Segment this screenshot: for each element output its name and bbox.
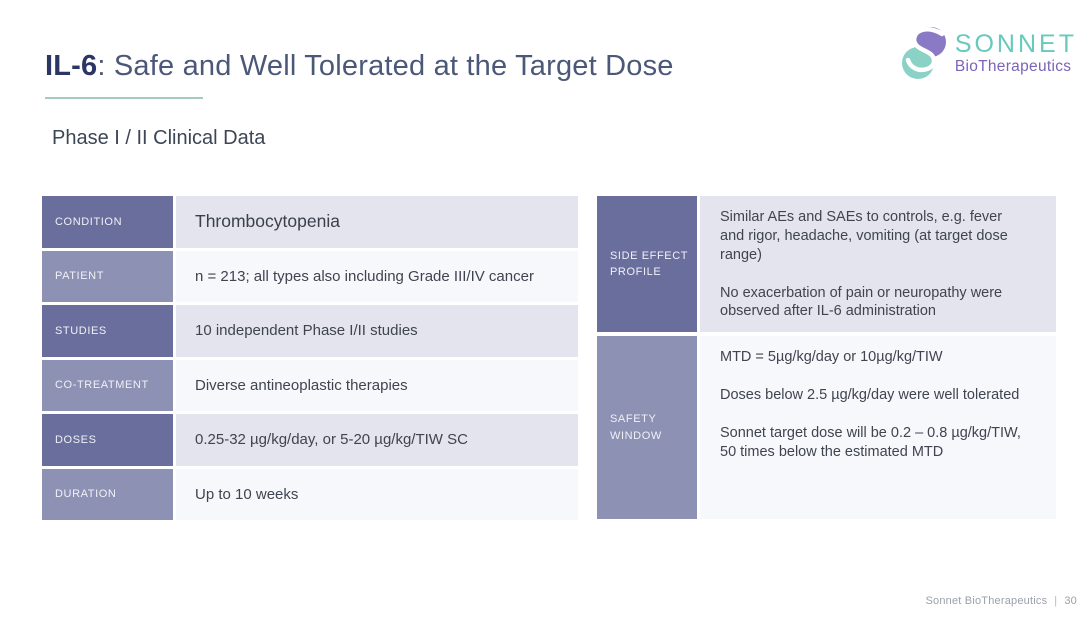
row-label: SIDE EFFECT PROFILE xyxy=(597,196,697,332)
table-row-safety-window: SAFETY WINDOW MTD = 5µg/kg/day or 10µg/k… xyxy=(597,336,1056,519)
paragraph: Doses below 2.5 µg/kg/day were well tole… xyxy=(720,386,1020,403)
logo-wordmark: SONNET BioTherapeutics xyxy=(954,30,1077,76)
row-label: DURATION xyxy=(42,468,173,520)
paragraph: MTD = 5µg/kg/day or 10µg/kg/TIW xyxy=(720,349,943,365)
row-value: Up to 10 weeks xyxy=(176,468,578,520)
row-label: PATIENT xyxy=(42,250,173,302)
row-label: CONDITION xyxy=(42,196,173,248)
row-value: 0.25-32 µg/kg/day, or 5-20 µg/kg/TIW SC xyxy=(176,414,578,466)
row-value: n = 213; all types also including Grade … xyxy=(176,250,578,302)
table-row-condition: CONDITION Thrombocytopenia xyxy=(42,196,578,248)
table-row-side-effect-profile: SIDE EFFECT PROFILE Similar AEs and SAEs… xyxy=(597,196,1056,332)
row-label: CO-TREATMENT xyxy=(42,359,173,411)
row-value: Similar AEs and SAEs to controls, e.g. f… xyxy=(700,196,1056,332)
title-highlight: IL-6 xyxy=(45,50,98,82)
row-value: 10 independent Phase I/II studies xyxy=(176,305,578,357)
row-value: Thrombocytopenia xyxy=(176,196,578,248)
title-rest: : Safe and Well Tolerated at the Target … xyxy=(97,50,674,82)
sonnet-s-swirl-icon xyxy=(901,27,946,79)
title-underline xyxy=(45,97,203,99)
table-row-duration: DURATION Up to 10 weeks xyxy=(42,468,578,520)
left-table: CONDITION Thrombocytopenia PATIENT n = 2… xyxy=(42,196,578,523)
footer-separator: | xyxy=(1054,595,1058,607)
right-table: SIDE EFFECT PROFILE Similar AEs and SAEs… xyxy=(597,196,1056,523)
page-title: IL-6: Safe and Well Tolerated at the Tar… xyxy=(45,50,674,83)
subtitle: Phase I / II Clinical Data xyxy=(52,127,266,149)
sonnet-logo: SONNET BioTherapeutics xyxy=(899,25,1077,81)
table-row-doses: DOSES 0.25-32 µg/kg/day, or 5-20 µg/kg/T… xyxy=(42,414,578,466)
table-row-studies: STUDIES 10 independent Phase I/II studie… xyxy=(42,305,578,357)
paragraph: Sonnet target dose will be 0.2 – 0.8 µg/… xyxy=(720,424,1021,460)
row-label: DOSES xyxy=(42,414,173,466)
logo-name: SONNET xyxy=(954,30,1077,58)
footer: Sonnet BioTherapeutics | 30 xyxy=(925,595,1077,607)
page-number: 30 xyxy=(1064,595,1077,607)
row-value: MTD = 5µg/kg/day or 10µg/kg/TIW Doses be… xyxy=(700,336,1056,519)
table-row-co-treatment: CO-TREATMENT Diverse antineoplastic ther… xyxy=(42,359,578,411)
row-value: Diverse antineoplastic therapies xyxy=(176,359,578,411)
logo-subname: BioTherapeutics xyxy=(954,58,1072,75)
footer-company: Sonnet BioTherapeutics xyxy=(925,595,1048,607)
row-label: SAFETY WINDOW xyxy=(597,336,697,519)
paragraph: No exacerbation of pain or neuropathy we… xyxy=(720,284,1003,320)
row-label: STUDIES xyxy=(42,305,173,357)
table-row-patient: PATIENT n = 213; all types also includin… xyxy=(42,250,578,302)
paragraph: Similar AEs and SAEs to controls, e.g. f… xyxy=(720,209,1008,263)
